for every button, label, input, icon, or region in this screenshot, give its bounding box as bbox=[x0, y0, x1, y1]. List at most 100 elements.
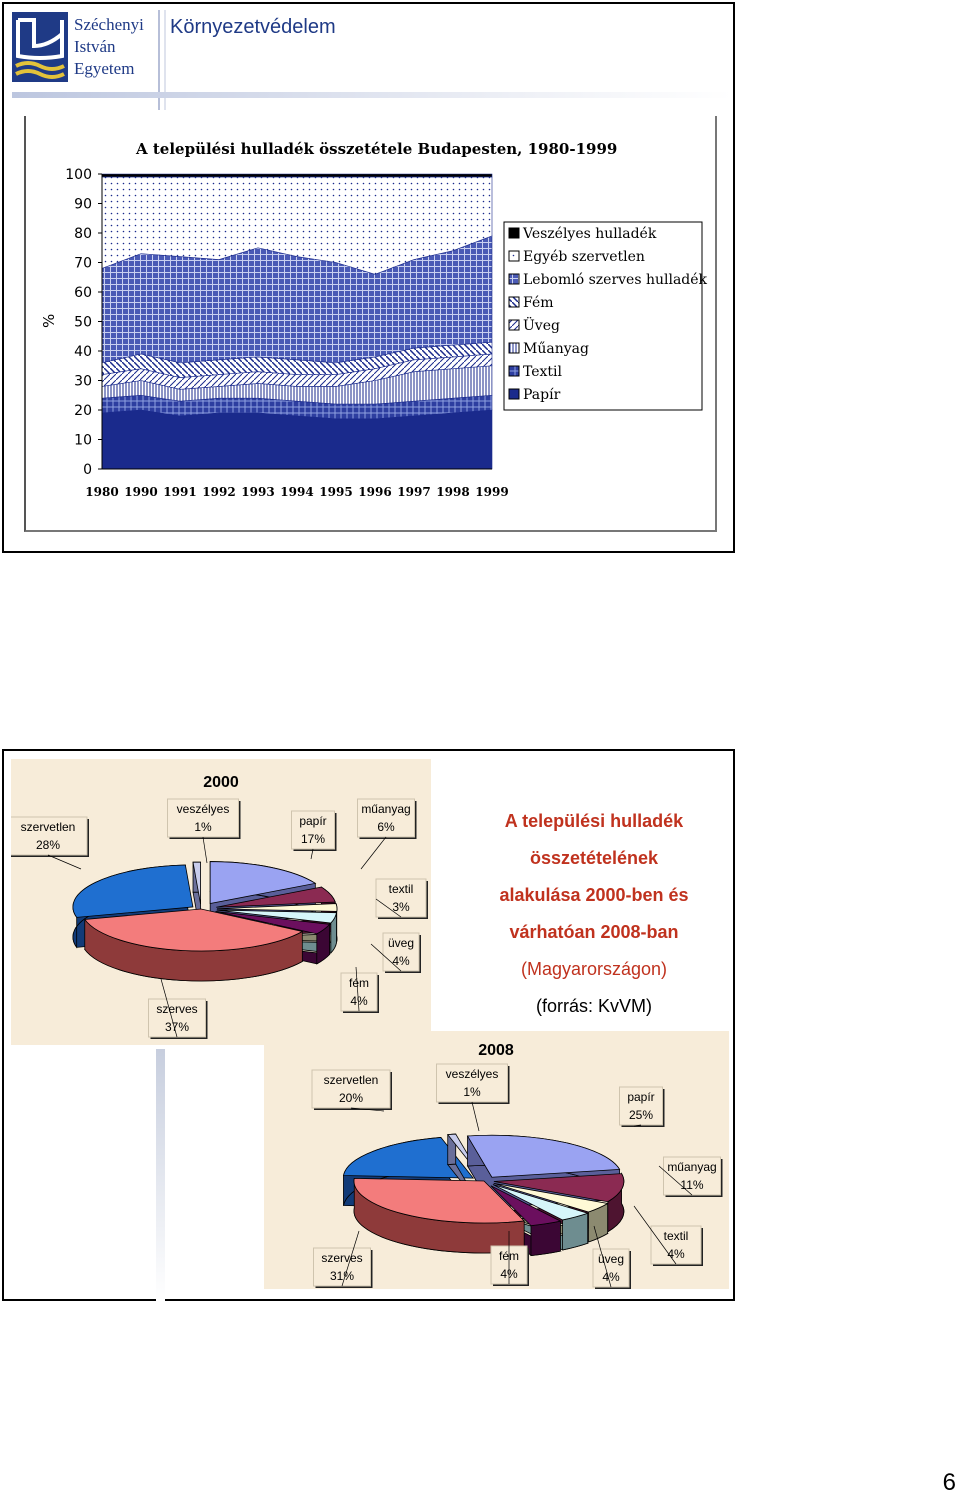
legend-swatch bbox=[508, 319, 520, 331]
pie-label-category: veszélyes bbox=[446, 1067, 499, 1081]
x-tick-label: 1992 bbox=[202, 485, 235, 499]
pie-label-value: 4% bbox=[602, 1270, 620, 1284]
pie-label-value: 1% bbox=[194, 820, 212, 834]
pie-label-category: szervetlen bbox=[21, 820, 76, 834]
pie-leader-line bbox=[350, 1107, 385, 1112]
pie-leader-line bbox=[47, 854, 82, 870]
pie-label-category: műanyag bbox=[361, 802, 410, 816]
x-tick-label: 1994 bbox=[280, 485, 313, 499]
pie-label-papír: papír 25% bbox=[619, 1086, 665, 1127]
pie-label-category: papír bbox=[627, 1090, 654, 1104]
pie-label-üveg: üveg 4% bbox=[370, 932, 421, 973]
pie-label-category: textil bbox=[664, 1229, 689, 1243]
legend-swatch bbox=[508, 250, 520, 262]
y-tick-label: 50 bbox=[74, 315, 92, 331]
x-tick-label: 1997 bbox=[397, 485, 430, 499]
pie-leader-line bbox=[160, 978, 178, 1038]
pie-label-szervetlen: szervetlen 28% bbox=[11, 816, 89, 870]
y-tick-label: 30 bbox=[74, 374, 92, 390]
area-chart-title: A települési hulladék összetétele Budape… bbox=[135, 140, 617, 158]
slide-title: A települési hulladék összetételének ala… bbox=[444, 803, 744, 1025]
y-tick-label: 10 bbox=[74, 433, 92, 449]
pie-label-value: 4% bbox=[392, 954, 410, 968]
pie-label-category: papír bbox=[299, 814, 326, 828]
legend-label: Fém bbox=[523, 295, 554, 311]
pie-label-műanyag: műanyag 11% bbox=[658, 1156, 723, 1197]
pie-label-value: 37% bbox=[165, 1020, 189, 1034]
y-tick-label: 60 bbox=[74, 285, 92, 301]
pie-label-textil: textil 3% bbox=[375, 878, 428, 919]
title-line-3: alakulása 2000-ben és bbox=[499, 885, 689, 905]
pie-leader-line bbox=[471, 1101, 480, 1132]
x-tick-label: 1995 bbox=[319, 485, 352, 499]
pie-leader-line bbox=[202, 836, 208, 864]
legend-swatch bbox=[508, 365, 520, 377]
legend-swatch bbox=[508, 273, 520, 285]
pie-label-value: 6% bbox=[377, 820, 395, 834]
legend-swatch bbox=[508, 342, 520, 354]
pie-label-szerves: szerves 31% bbox=[313, 1230, 373, 1288]
pie-label-value: 28% bbox=[36, 838, 60, 852]
x-tick-label: 1993 bbox=[241, 485, 274, 499]
pie-label-veszélyes: veszélyes 1% bbox=[167, 798, 241, 864]
pie-label-category: textil bbox=[389, 882, 414, 896]
legend-swatch bbox=[508, 388, 520, 400]
pie-label-category: szervetlen bbox=[324, 1073, 379, 1087]
pie-slice-szerves bbox=[84, 908, 304, 982]
area-series-0 bbox=[101, 409, 493, 470]
pie-label-category: veszélyes bbox=[177, 802, 230, 816]
slide-area-chart: Széchenyi István Egyetem Környezetvédele… bbox=[2, 2, 735, 553]
header-divider bbox=[158, 10, 160, 110]
pie-label-value: 3% bbox=[392, 900, 410, 914]
pie-leader-line bbox=[310, 848, 314, 860]
legend-label: Műanyag bbox=[523, 341, 589, 357]
pie-label-szervetlen: szervetlen 20% bbox=[311, 1069, 392, 1112]
title-line-1: A települési hulladék bbox=[504, 811, 684, 831]
slide-pie-charts: 2000 szervetlen 28% veszélyes 1% papír 17% műan… bbox=[2, 749, 735, 1301]
decorative-stripe bbox=[156, 1049, 165, 1301]
x-tick-label: 1996 bbox=[358, 485, 391, 499]
pie-leader-line bbox=[370, 943, 402, 972]
pie-label-műanyag: műanyag 6% bbox=[357, 798, 417, 870]
x-tick-label: 1999 bbox=[475, 485, 508, 499]
y-tick-label: 90 bbox=[74, 197, 92, 213]
y-tick-label: 100 bbox=[65, 167, 92, 183]
pie-label-szerves: szerves 37% bbox=[148, 978, 208, 1039]
area-series-7 bbox=[101, 173, 493, 178]
title-line-4: várhatóan 2008-ban bbox=[509, 922, 679, 942]
title-line-2: összetételének bbox=[529, 848, 659, 868]
legend-label: Papír bbox=[523, 387, 561, 403]
legend-swatch bbox=[508, 296, 520, 308]
pie-leader-line bbox=[375, 898, 402, 918]
pie-label-category: fém bbox=[349, 976, 369, 990]
legend-label: Veszélyes hulladék bbox=[522, 226, 657, 242]
y-axis-label: % bbox=[40, 314, 58, 328]
legend-swatch bbox=[508, 227, 520, 239]
university-name-line2: István bbox=[74, 37, 116, 56]
pie-label-category: üveg bbox=[388, 936, 414, 950]
university-name-line1: Széchenyi bbox=[74, 15, 144, 34]
header-divider-shadow bbox=[164, 10, 166, 110]
x-tick-label: 1998 bbox=[436, 485, 469, 499]
x-tick-label: 1991 bbox=[163, 485, 196, 499]
pie-leader-line bbox=[658, 1165, 693, 1196]
pie-label-value: 31% bbox=[330, 1269, 354, 1283]
pie-label-veszélyes: veszélyes 1% bbox=[436, 1063, 510, 1132]
pie-leader-line bbox=[633, 1124, 642, 1127]
area-chart-frame: A települési hulladék összetétele Budape… bbox=[24, 116, 717, 532]
pie-slice-szerves bbox=[353, 1177, 526, 1254]
pie-leader-line bbox=[355, 966, 360, 1012]
pie-label-papír: papír 17% bbox=[291, 810, 337, 860]
university-name: Széchenyi István Egyetem bbox=[74, 14, 144, 80]
legend-label: Lebomló szerves hulladék bbox=[523, 272, 708, 288]
legend-label: Egyéb szervetlen bbox=[523, 249, 645, 265]
legend-label: Üveg bbox=[523, 316, 560, 334]
pie-leader-line bbox=[633, 1205, 677, 1265]
pie-label-value: 25% bbox=[629, 1108, 653, 1122]
x-tick-label: 1980 bbox=[85, 485, 118, 499]
pie-chart-2000: 2000 szervetlen 28% veszélyes 1% papír 17% műan… bbox=[11, 774, 428, 1039]
y-tick-label: 0 bbox=[83, 462, 92, 478]
pie-label-value: 11% bbox=[680, 1178, 703, 1192]
